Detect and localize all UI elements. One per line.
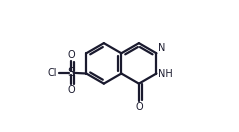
Text: S: S [68, 66, 75, 79]
Text: NH: NH [158, 69, 173, 79]
Text: N: N [158, 43, 165, 53]
Text: Cl: Cl [48, 68, 57, 78]
Text: O: O [67, 50, 75, 60]
Text: O: O [135, 102, 143, 112]
Text: O: O [67, 85, 75, 95]
